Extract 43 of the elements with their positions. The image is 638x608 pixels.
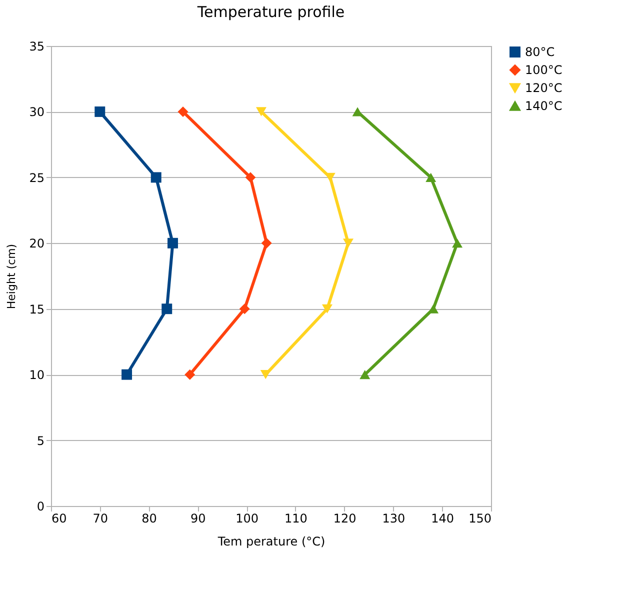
y-tick-label: 10: [29, 368, 44, 382]
point: [162, 304, 172, 314]
x-tick-label: 140: [431, 512, 454, 526]
point: [343, 238, 354, 248]
chart-title: Temperature profile: [196, 3, 345, 21]
point: [360, 370, 370, 380]
x-tick-label: 130: [382, 512, 406, 526]
point: [167, 238, 178, 248]
x-tick-label: 100: [236, 512, 259, 526]
point: [239, 304, 250, 314]
y-tick-label: 20: [29, 236, 44, 251]
x-tick-label: 60: [52, 512, 67, 526]
legend-label: 80°C: [525, 45, 555, 59]
x-tick-label: 150: [468, 512, 492, 526]
point: [256, 107, 266, 116]
x-tick-label: 80: [142, 512, 157, 526]
point: [184, 369, 196, 380]
point: [94, 106, 106, 117]
point: [428, 304, 439, 314]
point: [261, 238, 272, 248]
x-tick-label: 120: [333, 512, 356, 526]
point: [322, 304, 332, 314]
legend-label: 140°C: [525, 99, 562, 113]
y-tick-label: 35: [29, 40, 44, 54]
x-axis-title: Tem perature (°C): [216, 534, 326, 548]
y-tick-label: 25: [29, 170, 44, 185]
y-tick-label: 5: [36, 434, 44, 448]
x-tick-label: 110: [284, 512, 308, 526]
y-axis-title: Height (cm): [5, 244, 18, 310]
y-tick-label: 0: [36, 500, 44, 514]
y-tick-label: 15: [29, 302, 44, 316]
point: [426, 172, 436, 182]
legend-label: 100°C: [525, 63, 562, 77]
point: [150, 172, 162, 183]
point: [245, 172, 256, 183]
point: [178, 106, 188, 117]
point: [122, 369, 132, 380]
x-tick-label: 70: [92, 512, 108, 526]
legend-label: 120°C: [525, 81, 562, 95]
point: [452, 238, 463, 248]
y-tick-label: 30: [29, 105, 44, 120]
point: [260, 370, 271, 380]
x-tick-label: 90: [190, 512, 206, 526]
